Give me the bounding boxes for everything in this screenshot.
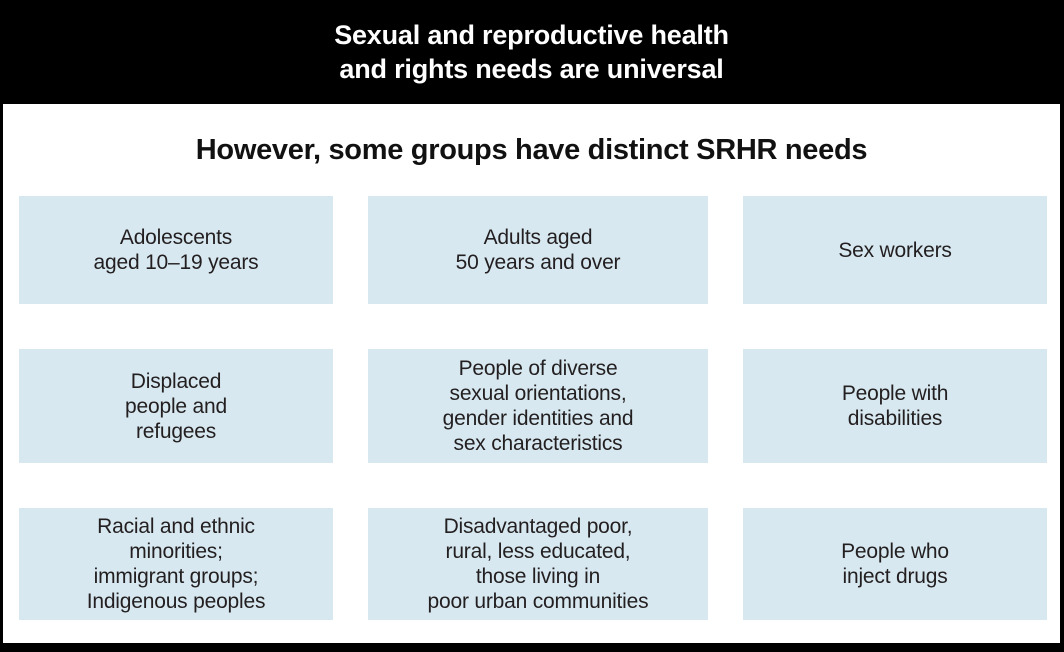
group-label: Displaced people and refugees: [125, 369, 227, 443]
group-label: Adolescents aged 10–19 years: [93, 226, 259, 274]
group-label: Disadvantaged poor, rural, less educated…: [427, 515, 649, 613]
group-box-adults-50-over: Adults aged 50 years and over: [368, 196, 708, 304]
group-box-disabilities: People with disabilities: [743, 349, 1047, 463]
group-label: Adults aged 50 years and over: [455, 226, 621, 274]
subtitle-band: However, some groups have distinct SRHR …: [3, 104, 1060, 196]
group-box-inject-drugs: People who inject drugs: [743, 508, 1047, 620]
group-label: People who inject drugs: [841, 540, 949, 588]
group-box-disadvantaged-poor: Disadvantaged poor, rural, less educated…: [368, 508, 708, 620]
group-box-racial-ethnic-minorities: Racial and ethnic minorities; immigrant …: [19, 508, 333, 620]
group-box-adolescents: Adolescents aged 10–19 years: [19, 196, 333, 304]
bottom-rule: [3, 643, 1060, 652]
group-box-sex-workers: Sex workers: [743, 196, 1047, 304]
group-label: Racial and ethnic minorities; immigrant …: [86, 515, 266, 613]
group-box-displaced-refugees: Displaced people and refugees: [19, 349, 333, 463]
figure-subtitle: However, some groups have distinct SRHR …: [195, 133, 868, 166]
group-label: People of diverse sexual orientations, g…: [442, 357, 634, 455]
title-band: Sexual and reproductive health and right…: [3, 0, 1060, 104]
group-grid: Adolescents aged 10–19 years Adults aged…: [19, 196, 1047, 620]
group-label: People with disabilities: [841, 382, 949, 430]
figure-title: Sexual and reproductive health and right…: [334, 20, 729, 84]
group-box-diverse-sogi: People of diverse sexual orientations, g…: [368, 349, 708, 463]
group-label: Sex workers: [838, 238, 952, 262]
